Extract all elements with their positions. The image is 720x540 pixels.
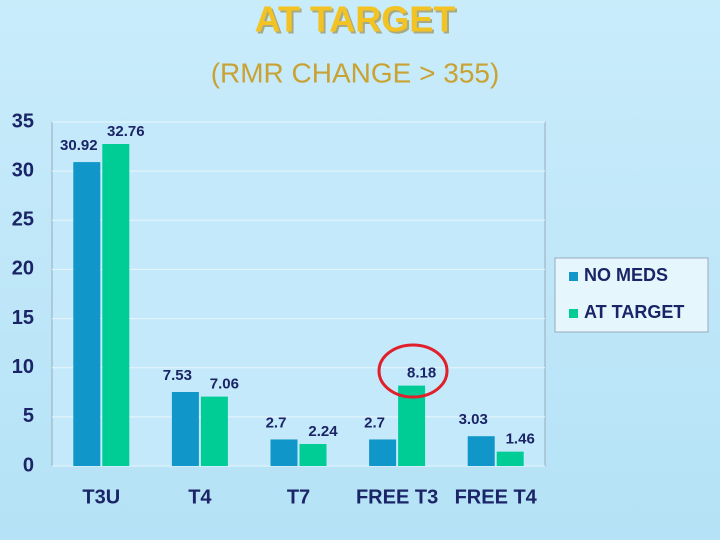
x-tick-label: T4 — [188, 486, 212, 508]
highlight-circle — [377, 343, 449, 399]
y-tick-label: 25 — [12, 209, 34, 231]
data-label: 8.18 — [407, 365, 436, 382]
y-tick-label: 15 — [12, 307, 34, 329]
y-tick-label: 10 — [12, 356, 34, 378]
y-tick-label: 35 — [12, 110, 34, 132]
bar — [200, 396, 228, 466]
bar — [369, 439, 397, 466]
data-label: 2.24 — [308, 423, 338, 440]
y-tick-label: 30 — [12, 159, 34, 181]
x-tick-label: FREE T3 — [356, 486, 438, 508]
data-label: 3.03 — [459, 411, 488, 428]
plot-area — [51, 121, 546, 467]
data-label: 7.06 — [210, 376, 239, 393]
data-label: 7.53 — [163, 367, 192, 384]
bar — [73, 162, 101, 466]
chart-title: AT TARGET — [255, 0, 456, 40]
x-tick-label: FREE T4 — [455, 486, 538, 508]
x-tick-label: T7 — [287, 486, 310, 508]
legend-swatch — [569, 309, 578, 318]
chart-subtitle: (RMR CHANGE > 355) — [211, 57, 500, 88]
bar — [496, 451, 524, 466]
bar — [102, 144, 130, 467]
data-label: 32.76 — [107, 123, 145, 140]
data-label: 30.92 — [60, 137, 98, 154]
legend-swatch — [569, 272, 578, 281]
bar — [398, 385, 426, 466]
bar — [467, 436, 495, 466]
title-shadow: AT TARGET — [257, 1, 458, 42]
data-label: 1.46 — [506, 431, 535, 448]
x-tick-label: T3U — [82, 486, 120, 508]
y-tick-label: 20 — [12, 258, 34, 280]
bar — [299, 443, 327, 466]
legend-label: AT TARGET — [584, 302, 684, 322]
data-label: 2.7 — [266, 414, 287, 431]
legend — [554, 257, 709, 333]
bar — [171, 391, 199, 466]
legend-label: NO MEDS — [584, 265, 668, 285]
bar — [270, 439, 298, 466]
y-tick-label: 0 — [23, 454, 34, 476]
y-tick-label: 5 — [23, 405, 34, 427]
data-label: 2.7 — [364, 414, 385, 431]
